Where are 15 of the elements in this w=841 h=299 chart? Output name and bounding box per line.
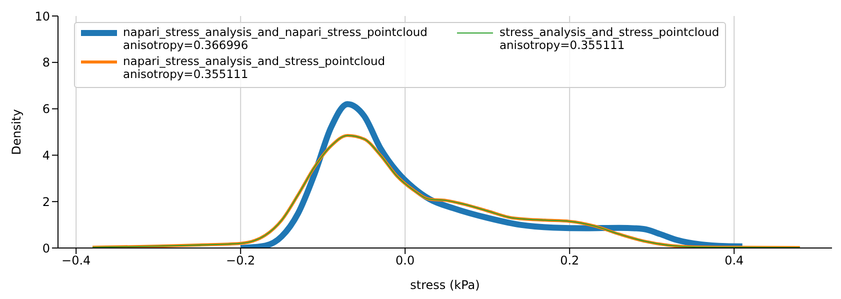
legend-label: napari_stress_analysis_and_stress_pointcloud anisotropy=0.355111	[123, 54, 386, 81]
y-tick-label: 8	[42, 56, 50, 70]
x-tick-label: −0.4	[62, 254, 91, 268]
y-tick-label: 6	[42, 102, 50, 116]
x-tick-label: 0.0	[396, 254, 415, 268]
y-tick-label: 4	[42, 148, 50, 162]
y-tick-label: 0	[42, 241, 50, 256]
y-axis-title: Density	[9, 109, 24, 155]
x-tick-label: −0.2	[226, 254, 256, 268]
y-tick-label: 10	[34, 9, 50, 24]
y-tick-label: 2	[42, 194, 50, 209]
x-axis-title: stress (kPa)	[410, 278, 480, 292]
legend-label: stress_analysis_and_stress_pointcloud anisotropy=0.355111	[499, 25, 720, 52]
x-tick-label: 0.2	[560, 254, 580, 268]
x-tick-label: 0.4	[724, 254, 744, 268]
